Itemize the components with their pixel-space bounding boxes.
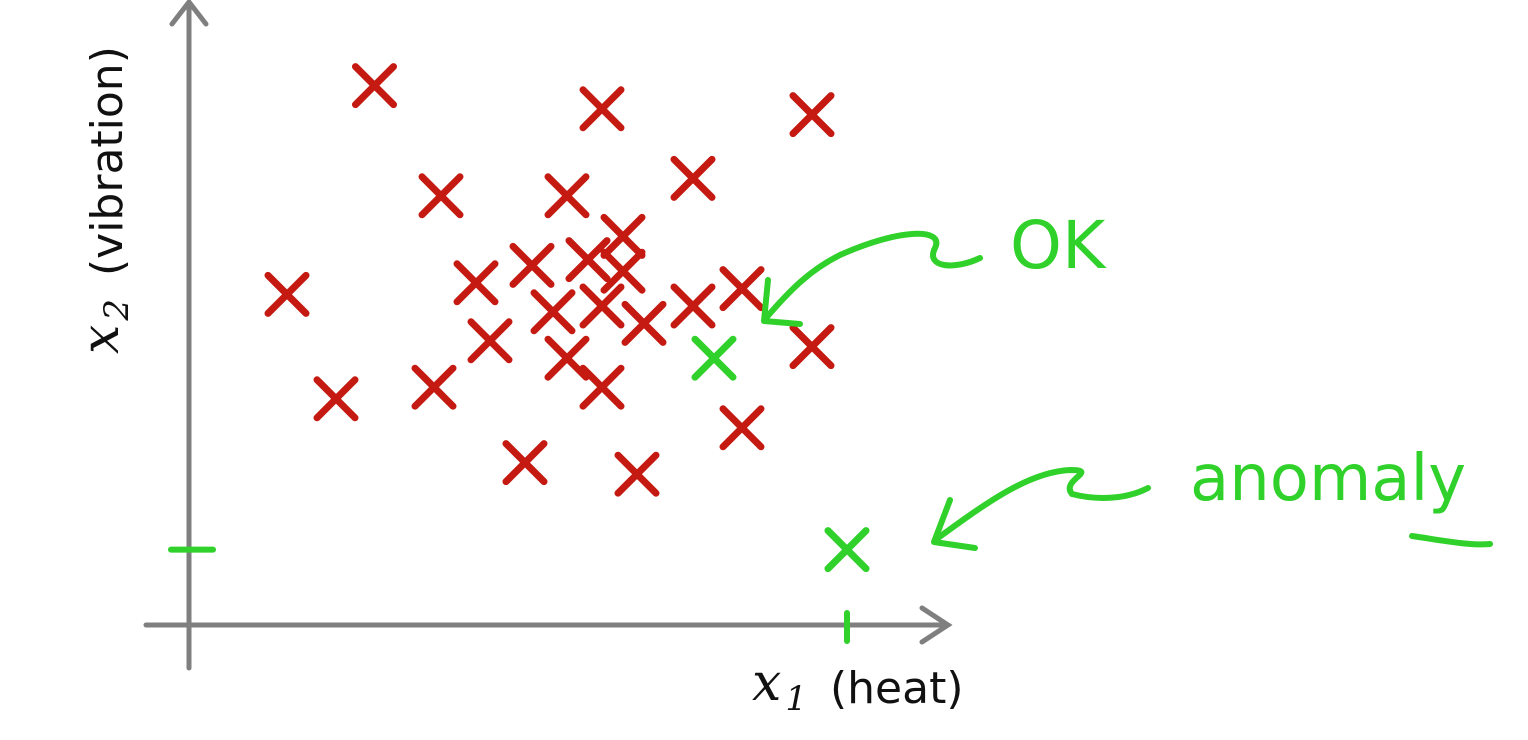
normal-point-10 (453, 260, 499, 306)
normal-point-12 (530, 289, 576, 335)
anomaly-arrowhead (931, 497, 978, 551)
normal-point-4 (544, 173, 590, 219)
y-axis-label-text: (vibration) (82, 46, 133, 276)
ok-arrow (763, 230, 983, 321)
normal-point-11 (264, 271, 310, 317)
ok-annotation: OK (761, 207, 1107, 327)
x-axis-label-text: (heat) (830, 663, 964, 714)
normal-point-17 (621, 300, 667, 346)
normal-point-25 (614, 451, 660, 497)
normal-point-21 (411, 364, 457, 410)
normal-point-9 (600, 248, 646, 294)
y-axis-label-sub: 2 (97, 299, 137, 322)
ok-arrowhead (761, 277, 803, 327)
anomaly-ticks (168, 546, 850, 644)
normal-point-8 (565, 237, 611, 283)
test-points (691, 335, 870, 573)
normal-point-23 (719, 405, 765, 451)
normal-points (264, 63, 835, 497)
anomaly-point (824, 527, 870, 573)
normal-point-1 (579, 86, 625, 132)
normal-point-24 (502, 440, 548, 486)
normal-point-0 (352, 63, 397, 109)
normal-point-16 (467, 318, 513, 364)
normal-point-14 (670, 283, 716, 329)
normal-point-2 (789, 92, 835, 138)
anomaly-annotation: anomaly (931, 442, 1493, 551)
normal-point-6 (600, 213, 646, 259)
normal-point-22 (313, 376, 359, 422)
anomaly-underline (1409, 533, 1493, 548)
x-axis-arrowhead (919, 605, 953, 645)
svg-text:x1: x1 (752, 653, 807, 719)
normal-point-13 (579, 283, 625, 329)
ok-label: OK (1010, 207, 1107, 284)
y-axis-label-var: x (71, 325, 131, 354)
y-axis-arrowhead (169, 0, 209, 27)
normal-point-5 (670, 155, 716, 201)
svg-text:x2: x2 (71, 299, 137, 354)
anomaly-label: anomaly (1190, 442, 1466, 516)
x-axis-label-var: x (752, 653, 781, 713)
normal-point-18 (789, 324, 835, 370)
ok-point (691, 335, 737, 381)
normal-point-20 (579, 364, 625, 410)
normal-point-19 (544, 335, 590, 381)
x-axis-label-sub: 1 (785, 679, 807, 719)
y-axis-label: x2 (vibration) (71, 46, 137, 354)
anomaly-arrow (935, 467, 1151, 541)
normal-point-15 (719, 266, 765, 312)
normal-point-3 (418, 173, 464, 219)
normal-point-7 (509, 242, 555, 288)
